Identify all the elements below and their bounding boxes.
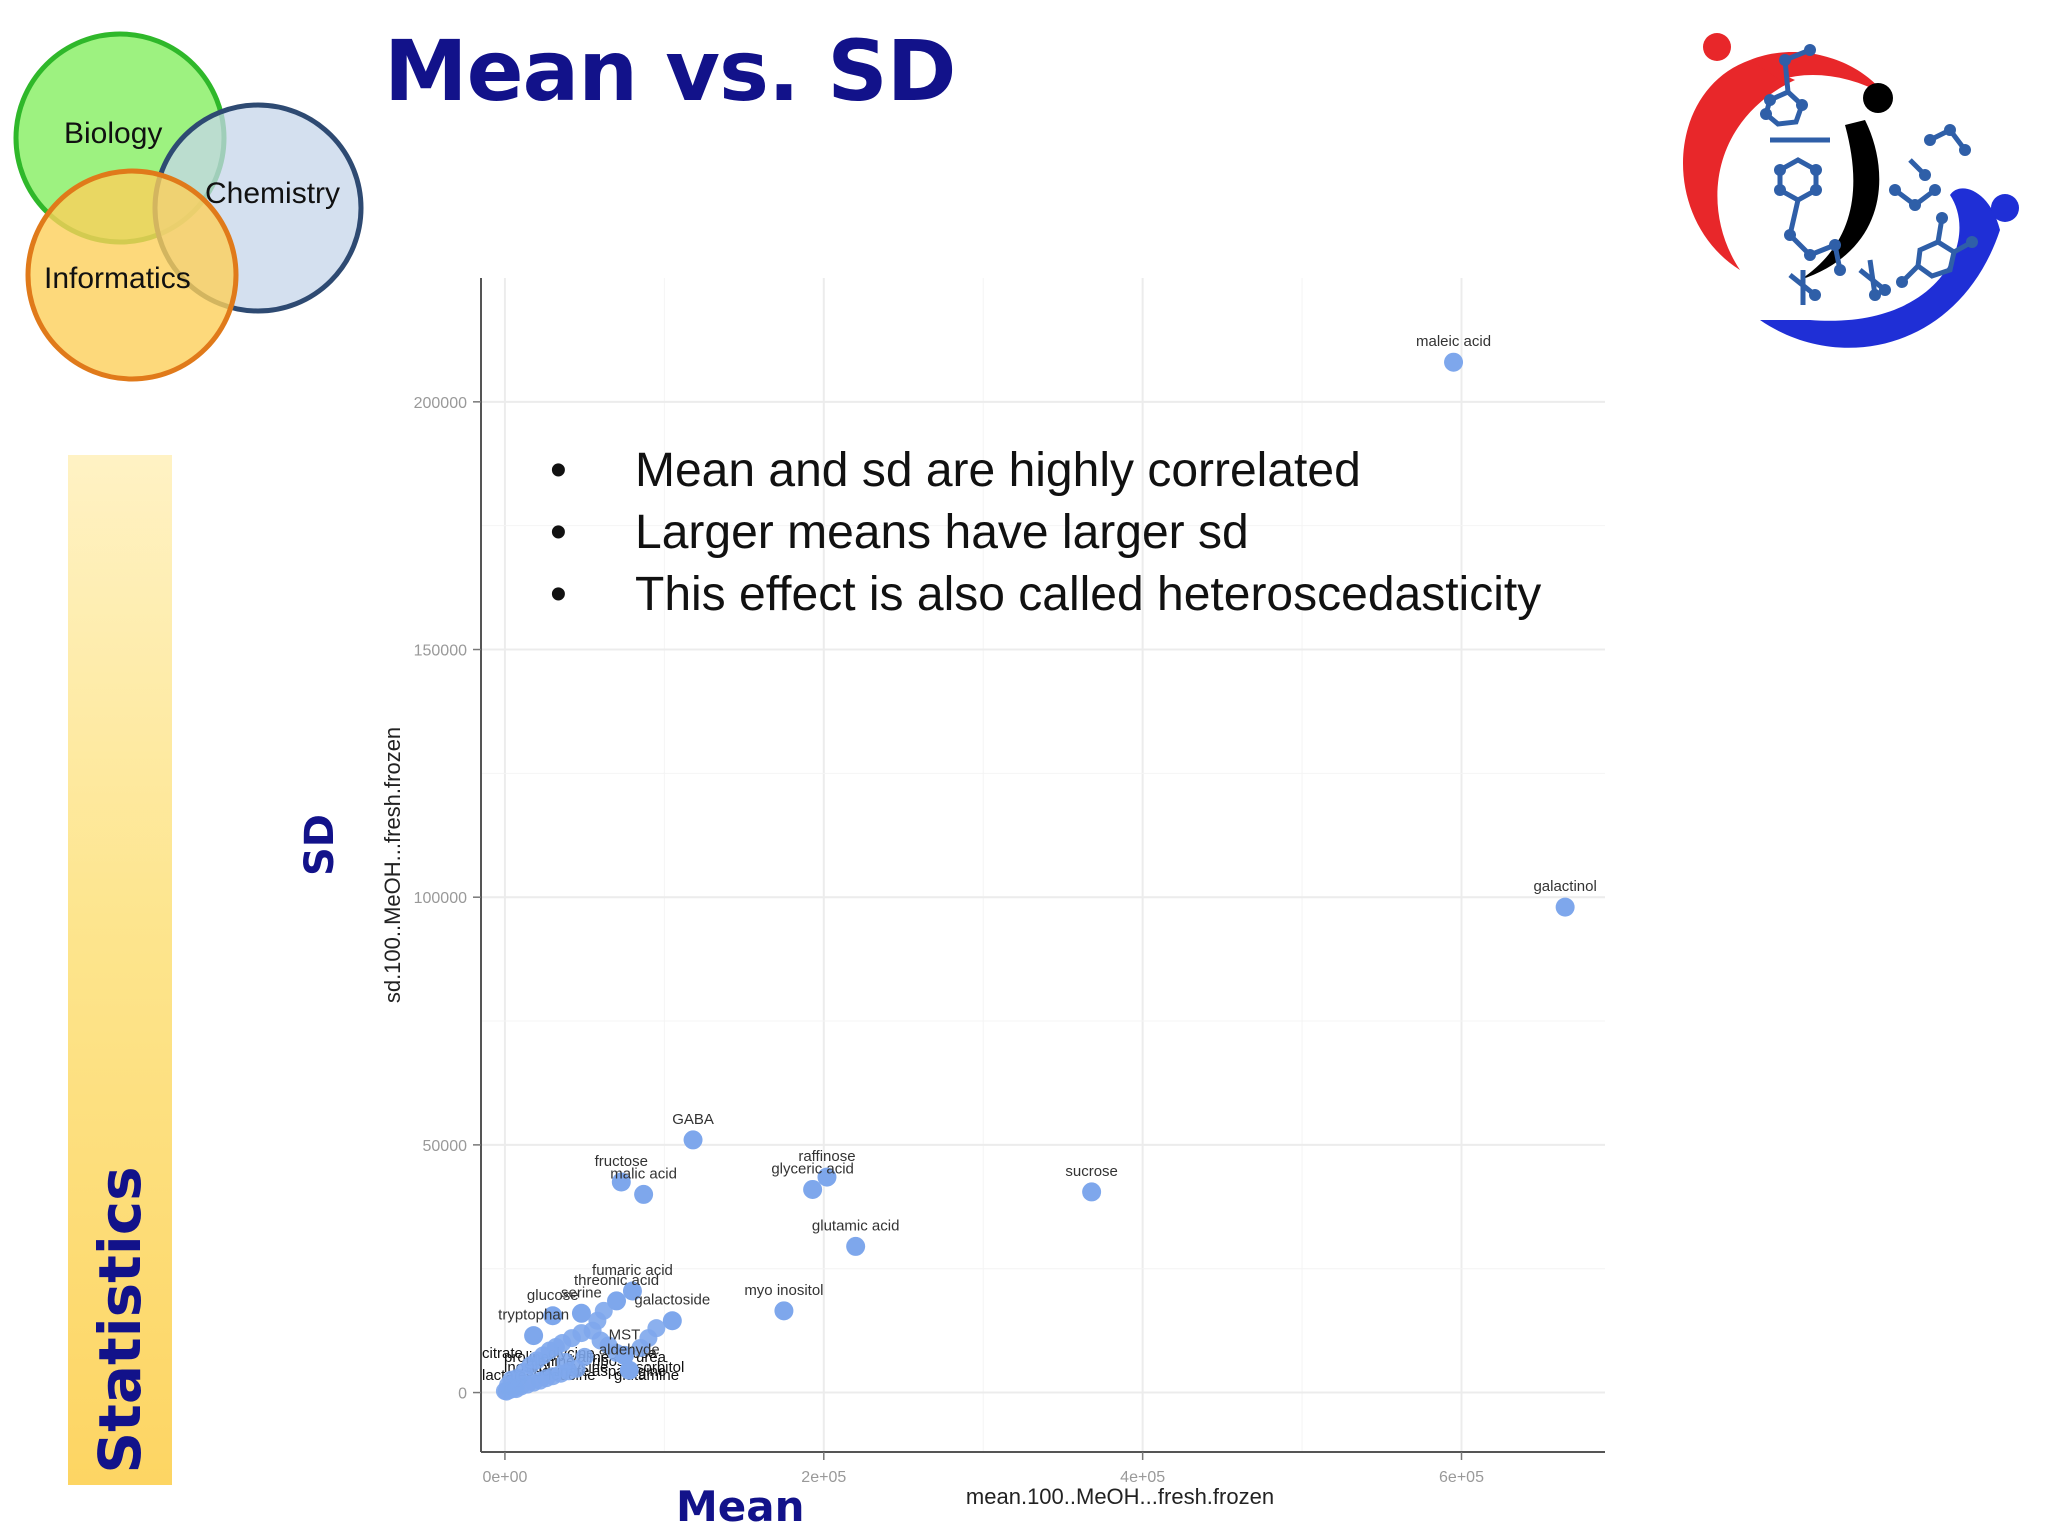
data-point-label: glyceric acid [771,1160,854,1177]
venn-diagram: Biology Chemistry Informatics [13,31,364,382]
mean-label: Mean [676,1482,805,1531]
crowded-point-label: citrate [482,1345,523,1362]
data-point [846,1236,866,1256]
data-point [803,1179,823,1199]
data-point [524,1326,544,1346]
data-point [634,1184,654,1204]
data-point-label: MST [609,1326,641,1343]
x-tick-label: 6e+05 [1439,1469,1484,1486]
y-tick-label: 0 [458,1386,467,1403]
data-point [1082,1182,1102,1202]
data-point-label: threonic acid [574,1272,659,1289]
data-point-label: myo inositol [744,1282,823,1299]
bullet-item: Mean and sd are highly correlated [550,440,1541,502]
data-point [817,1167,837,1187]
data-point-label: aldehyde [599,1341,660,1358]
y-tick-label: 50000 [423,1138,468,1155]
data-point [614,1345,634,1365]
sd-label: SD [297,813,343,877]
data-point-label: sucrose [1065,1163,1118,1180]
data-point-label: GABA [672,1111,714,1128]
data-point [611,1172,631,1192]
bullet-list: Mean and sd are highly correlated Larger… [550,440,1541,626]
data-point-label: malic acid [610,1165,677,1182]
plot-x-axis-title: mean.100..MeOH...fresh.frozen [966,1484,1274,1509]
x-tick-label: 2e+05 [801,1469,846,1486]
data-point-label: galactinol [1533,878,1596,895]
data-point [662,1311,682,1331]
data-point [607,1291,627,1311]
venn-label-chemistry: Chemistry [205,177,340,210]
data-point [543,1306,563,1326]
data-point-label: glucose [527,1287,579,1304]
crowded-point-label: sorbitol [636,1359,684,1376]
data-point [647,1319,666,1338]
data-point [622,1281,642,1301]
data-point [575,1347,594,1366]
plot-y-axis-title: sd.100..MeOH...fresh.frozen [380,727,405,1003]
statistics-sidebar [68,455,172,1485]
data-point-label: glutamic acid [812,1217,900,1234]
data-point [683,1130,703,1150]
data-point-label: fructose [595,1153,648,1170]
slide-title: Mean vs. SD [384,22,956,120]
y-tick-label: 150000 [414,643,467,660]
bullet-item: This effect is also called heteroscedast… [550,564,1541,626]
x-tick-label: 4e+05 [1120,1469,1165,1486]
data-point-label: galactoside [634,1292,710,1309]
data-point [774,1301,794,1321]
data-point [497,1382,516,1401]
data-point-label: maleic acid [1416,333,1491,350]
venn-label-informatics: Informatics [44,262,191,295]
data-point-label: tryptophan [498,1307,569,1324]
bullet-item: Larger means have larger sd [550,502,1541,564]
y-tick-label: 200000 [414,395,467,412]
data-point-label: fumaric acid [592,1262,673,1279]
data-point-label: raffinose [798,1148,855,1165]
venn-label-biology: Biology [64,117,162,150]
data-point-label: serine [561,1284,602,1301]
y-tick-label: 100000 [414,890,467,907]
data-point [594,1301,613,1320]
data-point [1444,352,1464,372]
data-point [556,1352,575,1371]
x-tick-label: 0e+00 [482,1469,527,1486]
data-point [1555,897,1575,917]
data-point [571,1303,591,1323]
metabolomics-logo-icon [1682,33,2019,348]
data-point [619,1360,639,1380]
venn-circle-informatics [25,168,239,382]
